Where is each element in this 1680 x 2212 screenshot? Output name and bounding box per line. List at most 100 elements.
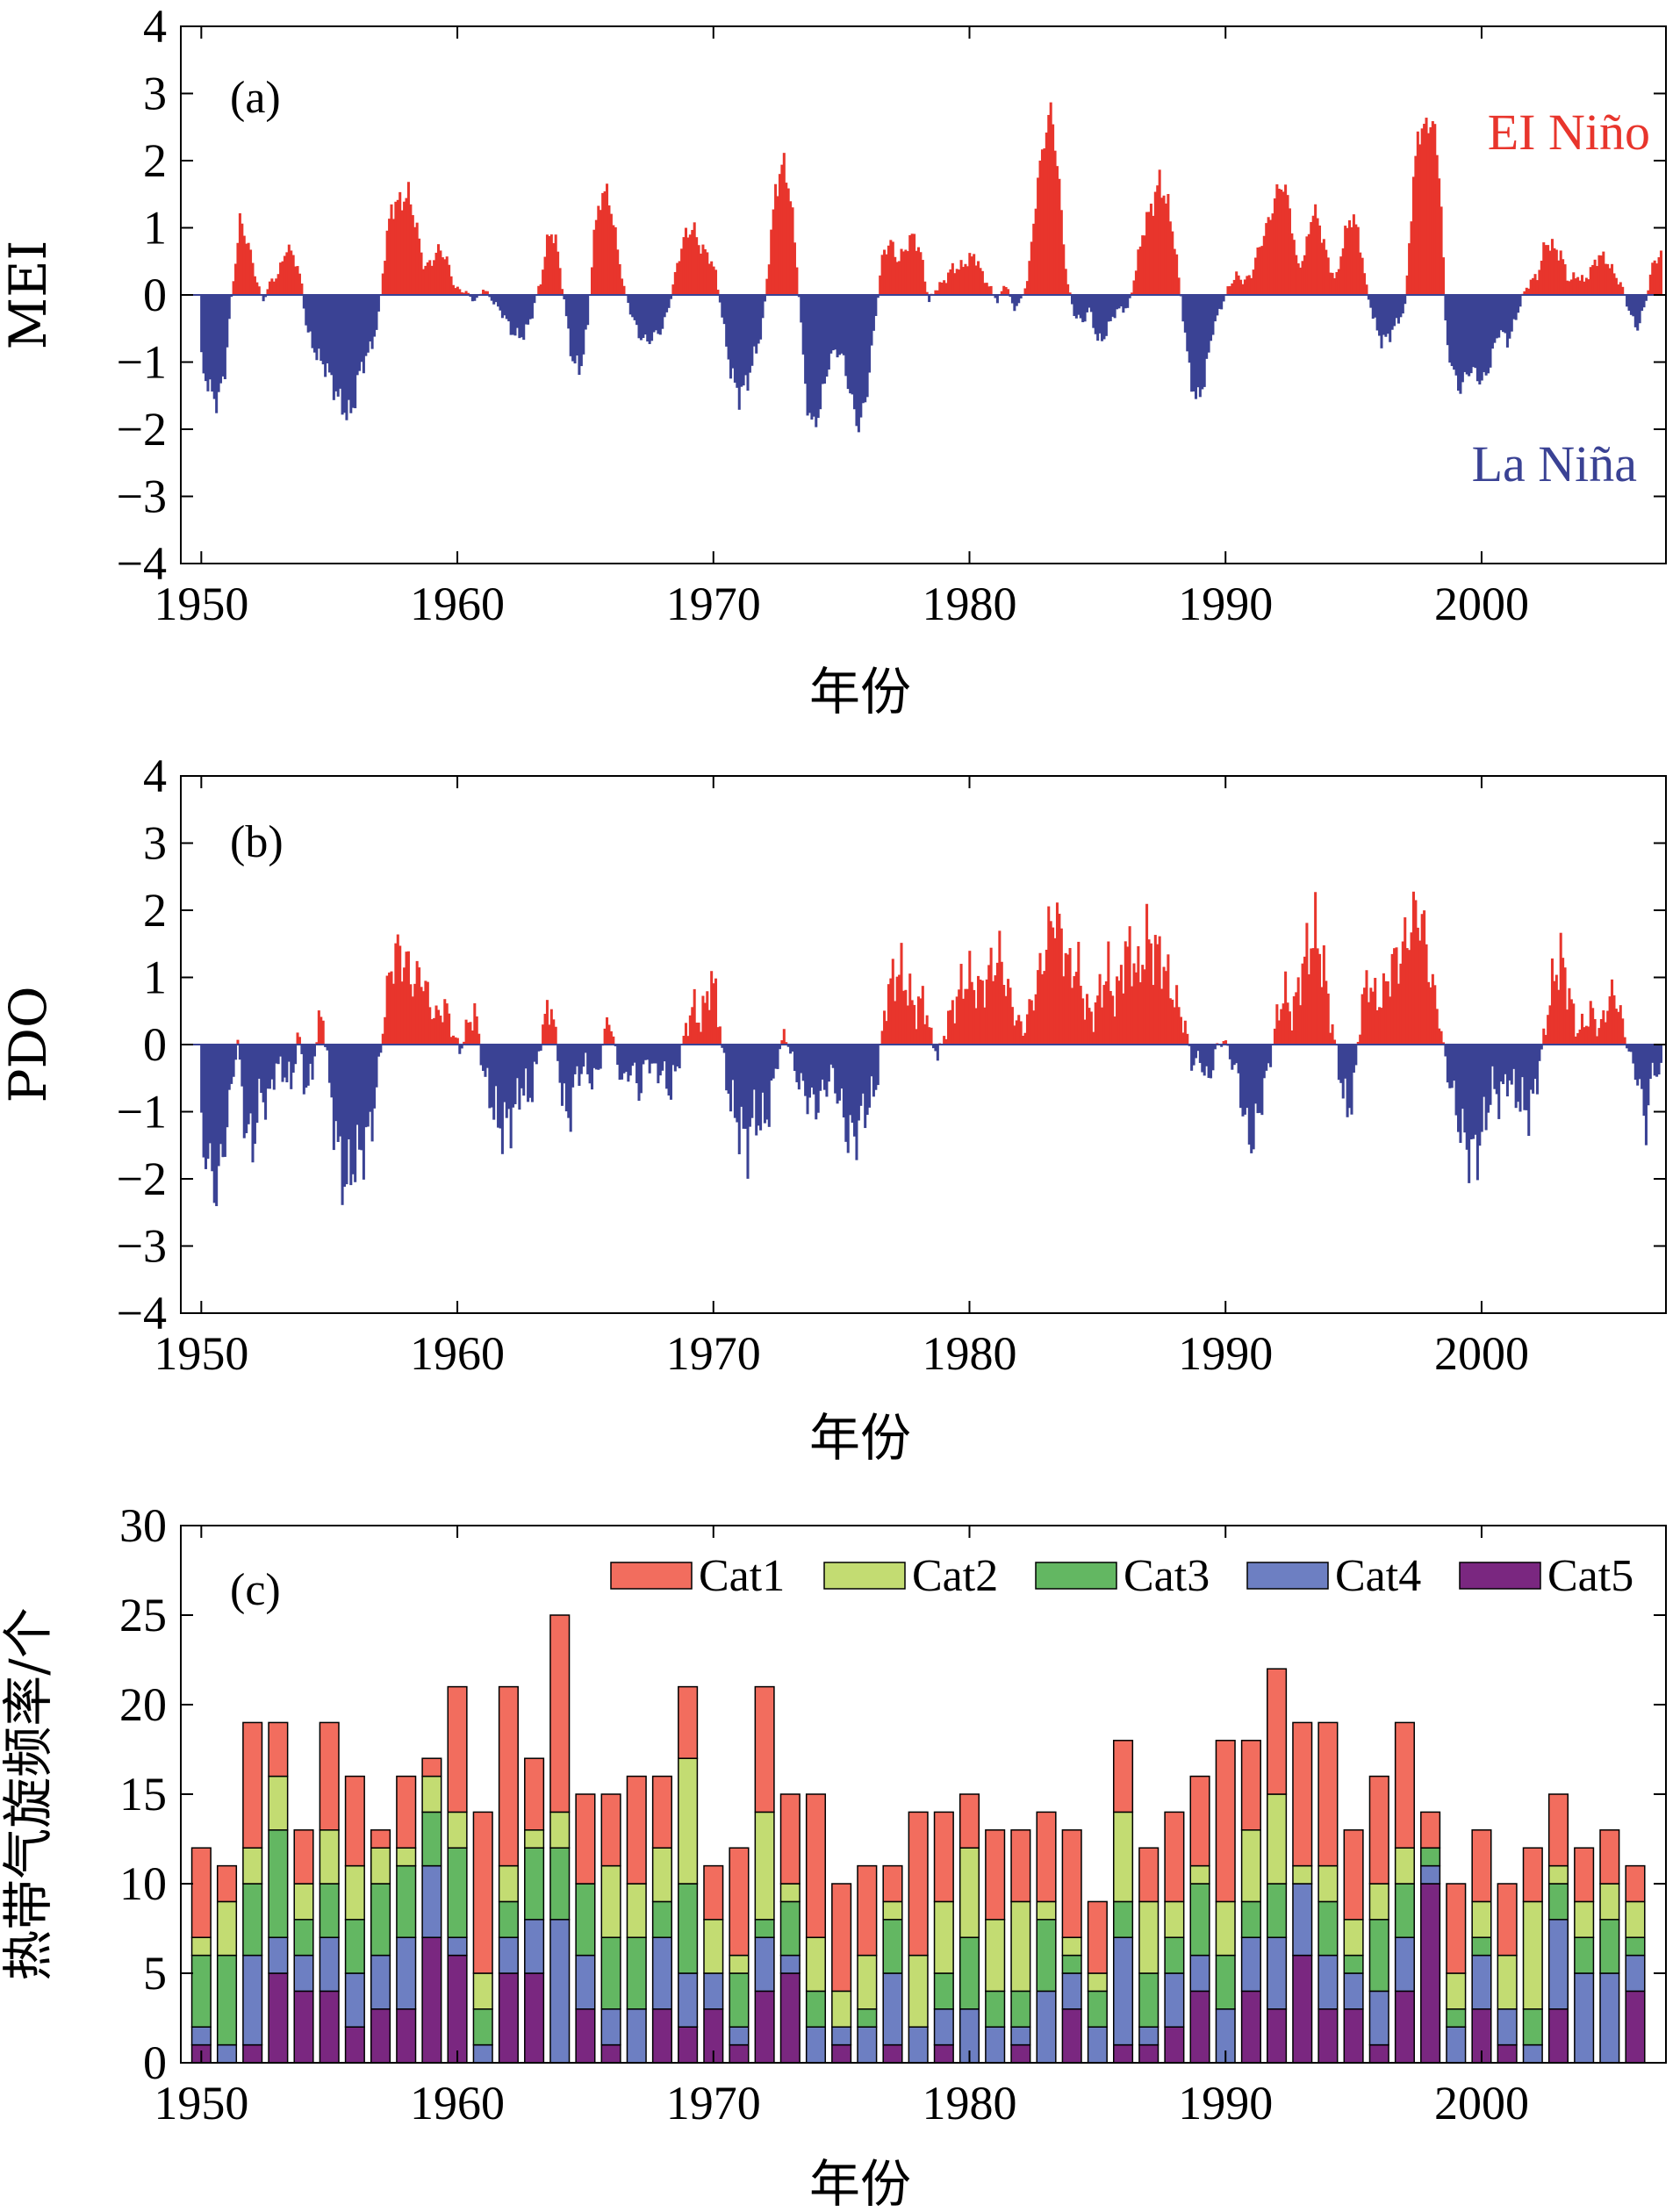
mei-bar <box>1228 286 1231 295</box>
pdo-bar <box>1081 998 1085 1045</box>
pdo-bar <box>1311 948 1315 1045</box>
pdo-bar <box>1007 979 1010 1045</box>
mei-bar <box>1341 248 1345 295</box>
pdo-bar <box>1483 1045 1486 1097</box>
pdo-bar <box>1022 1036 1025 1045</box>
mei-bar <box>1433 124 1437 295</box>
mei-bar <box>949 269 952 295</box>
pdo-bar <box>1284 971 1288 1045</box>
pdo-bar <box>351 1045 355 1174</box>
pdo-bar <box>727 1045 730 1094</box>
bar-segment-cat3 <box>1574 1936 1595 1974</box>
pdo-bar <box>1540 1045 1543 1050</box>
pdo-bar <box>1465 1045 1468 1150</box>
pdo-bar <box>1337 1045 1340 1081</box>
pdo-bar <box>1542 1028 1546 1045</box>
mei-bar <box>424 265 427 295</box>
pdo-bar <box>834 1045 837 1094</box>
pdo-bar <box>889 978 893 1045</box>
pdo-bar <box>1124 941 1127 1045</box>
mei-bar <box>1425 118 1428 295</box>
pdo-bar <box>628 1045 632 1076</box>
bar-segment-cat4 <box>524 1919 545 1974</box>
bar-segment-cat2 <box>831 1990 852 2028</box>
mei-bar <box>844 295 848 377</box>
mei-bar <box>234 263 238 295</box>
pdo-bar <box>657 1045 660 1084</box>
pdo-bar <box>671 1045 675 1066</box>
pdo-bar <box>1301 963 1304 1045</box>
bar-segment-cat4 <box>1394 1936 1415 1993</box>
mei-bar <box>1544 245 1547 295</box>
mei-bar <box>591 267 594 295</box>
pdo-bar <box>315 1042 319 1045</box>
pdo-bar <box>1000 961 1003 1045</box>
mei-bar <box>1055 166 1059 295</box>
pdo-bar <box>413 983 417 1045</box>
bar-segment-cat4 <box>268 1936 289 1974</box>
mei-bar <box>1554 249 1558 295</box>
pdo-bar <box>1247 1045 1251 1145</box>
pdo-bar <box>1173 1007 1176 1045</box>
y-tick-label: −1 <box>117 1086 167 1138</box>
mei-bar <box>503 295 506 316</box>
mei-bar <box>467 292 470 295</box>
y-tick-label: −4 <box>117 537 167 590</box>
bar-segment-cat1 <box>498 1685 519 1867</box>
pdo-bar <box>797 1045 801 1090</box>
mei-bar <box>994 295 997 298</box>
pdo-bar <box>853 1045 857 1137</box>
mei-bar <box>1657 257 1661 295</box>
pdo-bar <box>575 1045 579 1066</box>
mei-bar <box>490 295 493 301</box>
pdo-bar <box>974 1008 978 1045</box>
mei-bar <box>693 222 696 295</box>
pdo-bar <box>1350 1045 1353 1115</box>
mei-bar <box>1487 295 1490 374</box>
mei-bar <box>1113 295 1116 319</box>
bar-segment-cat3 <box>268 1829 289 1938</box>
mei-bar <box>1019 295 1023 299</box>
bar-segment-cat2 <box>779 1883 801 1903</box>
pdo-bar <box>772 1045 775 1079</box>
pdo-bar <box>324 1045 327 1047</box>
pdo-bar <box>1490 1045 1494 1066</box>
legend-swatch-cat2 <box>823 1562 906 1590</box>
mei-bar <box>1593 259 1597 295</box>
pdo-bar <box>1591 1008 1595 1045</box>
pdo-bar <box>298 1037 301 1045</box>
pdo-bar <box>673 1045 677 1072</box>
mei-bar <box>1448 295 1452 363</box>
mei-bar <box>287 244 291 295</box>
mei-bar <box>658 295 662 335</box>
mei-bar <box>1092 295 1095 328</box>
mei-bar <box>249 249 253 295</box>
pdo-bar <box>1529 1045 1533 1090</box>
pdo-bar <box>1015 1020 1018 1045</box>
mei-bar <box>1015 295 1018 306</box>
pdo-bar <box>1237 1045 1240 1074</box>
pdo-bar <box>987 965 991 1045</box>
pdo-bar <box>1119 965 1123 1045</box>
pdo-bar <box>1034 994 1037 1045</box>
mei-bar <box>1619 282 1622 295</box>
bar-segment-cat4 <box>703 1972 724 2010</box>
pdo-bar <box>268 1045 271 1089</box>
mei-bar <box>230 295 233 298</box>
mei-bar <box>296 266 299 295</box>
pdo-bar <box>898 974 901 1045</box>
pdo-bar <box>1052 927 1055 1045</box>
mei-bar <box>791 207 794 295</box>
bar-segment-cat5 <box>293 1990 314 2064</box>
mei-bar <box>309 295 312 332</box>
mei-bar <box>925 291 929 295</box>
pdo-bar <box>591 1045 594 1090</box>
mei-bar <box>688 234 692 295</box>
pdo-bar <box>369 1045 372 1112</box>
pdo-bar <box>842 1045 845 1118</box>
mei-bar <box>433 260 436 295</box>
pdo-bar <box>1134 972 1138 1045</box>
mei-bar <box>1237 275 1240 295</box>
pdo-bar <box>1576 1032 1580 1045</box>
mei-bar <box>1254 257 1258 295</box>
